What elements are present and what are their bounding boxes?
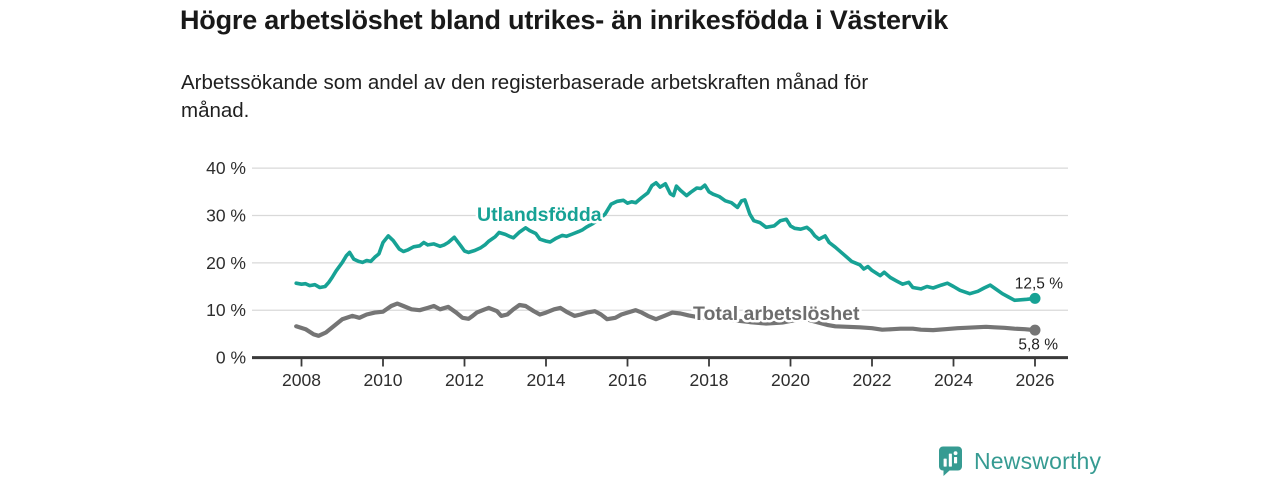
labels-layer: Utlandsfödda Total arbetslöshet 12,5 % 5…: [475, 202, 1064, 354]
x-axis-tick-label: 2024: [934, 370, 973, 390]
subtitle-line-1: Arbetssökande som andel av den registerb…: [181, 71, 869, 94]
y-axis-tick-label: 30 %: [206, 205, 246, 225]
y-axis-tick-label: 40 %: [206, 158, 246, 178]
value-label-total-arbetsloshet: 5,8 %: [1018, 337, 1058, 354]
series-end-dot-utlandsfodda: [1029, 292, 1041, 304]
brand-footer: Newsworthy: [938, 446, 1101, 477]
value-label-utlandsfodda: 12,5 %: [1015, 276, 1063, 293]
x-axis-tick-label: 2020: [771, 370, 810, 390]
x-axis-tick-label: 2018: [690, 370, 729, 390]
y-axis-tick-label: 0 %: [216, 348, 246, 368]
subtitle-line-2: månad.: [181, 99, 250, 122]
y-axis-tick-label: 10 %: [206, 300, 246, 320]
x-axis-tick-label: 2010: [364, 370, 403, 390]
series-end-dot-total-arbetsloshet: [1029, 324, 1041, 336]
x-axis-tick-label: 2014: [527, 370, 566, 390]
page-title: Högre arbetslöshet bland utrikes- än inr…: [180, 5, 949, 35]
x-axis-tick-label: 2016: [608, 370, 647, 390]
series-label-utlandsfodda: Utlandsfödda: [477, 204, 602, 226]
brand-name: Newsworthy: [974, 448, 1102, 474]
x-axis-tick-label: 2008: [282, 370, 321, 390]
series-line-utlandsfodda: [294, 181, 1037, 303]
series-label-total-arbetsloshet: Total arbetslöshet: [693, 303, 860, 325]
newsworthy-bar-chart-badge-icon: [939, 446, 962, 476]
x-axis-tick-label: 2022: [853, 370, 892, 390]
series-layer: [294, 181, 1041, 338]
x-axis-tick-label: 2026: [1016, 370, 1055, 390]
chart-subtitle: Arbetssökande som andel av den registerb…: [181, 69, 868, 125]
y-axis-tick-label: 20 %: [206, 253, 246, 273]
grid-layer: 40 % 30 % 20 % 10 % 0 % 2008 2010 2012 2014 2016 2…: [206, 158, 1068, 390]
x-axis-tick-label: 2012: [445, 370, 484, 390]
series-line-total-arbetsloshet: [294, 301, 1038, 338]
